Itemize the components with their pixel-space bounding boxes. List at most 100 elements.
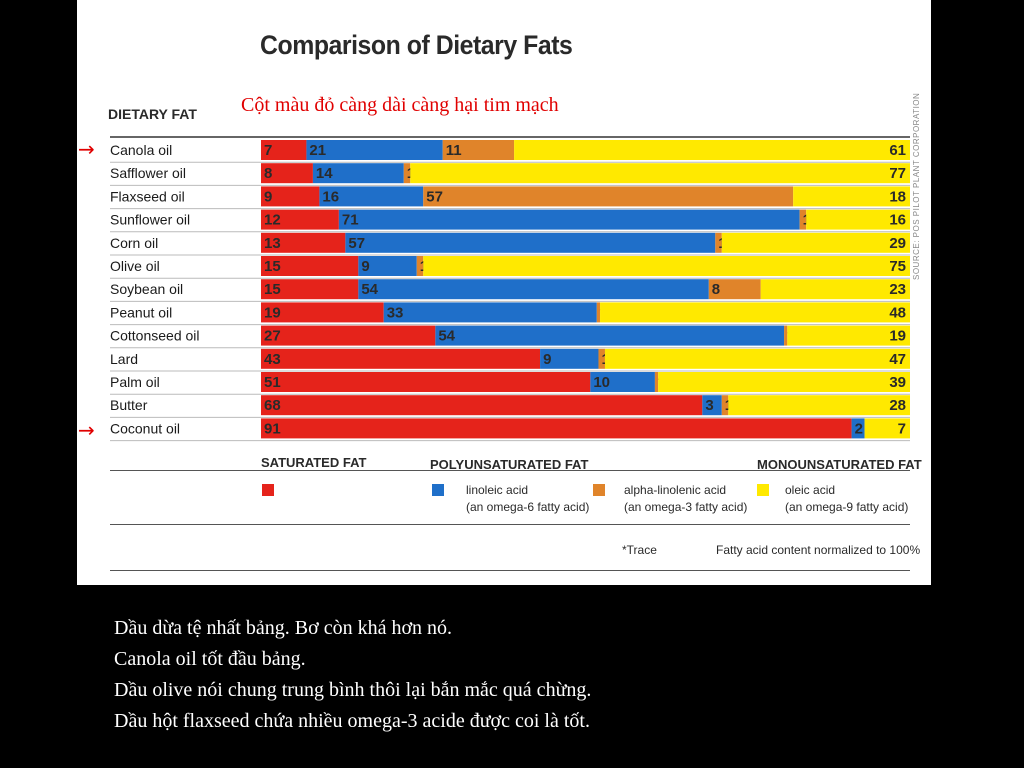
bar-flaxseed-oil-series-0	[261, 186, 320, 207]
category-label-flaxseed-oil: Flaxseed oil	[110, 188, 185, 204]
category-label-canola-oil: Canola oil	[110, 142, 172, 158]
value-label-canola-oil-series-2: 11	[446, 142, 462, 159]
legend-divider-mid	[110, 524, 910, 525]
legend-mono-heading: MONOUNSATURATED FAT	[757, 457, 922, 472]
value-label-sunflower-oil-series-0: 12	[264, 212, 281, 229]
category-label-coconut-oil: Coconut oil	[110, 420, 180, 436]
value-label-lard-series-0: 43	[264, 351, 281, 368]
bar-palm-oil-series-2	[654, 372, 659, 392]
bar-canola-oil-series-0	[261, 140, 307, 160]
bar-safflower-oil-series-0	[261, 163, 313, 184]
bar-soybean-oil-series-1	[358, 279, 709, 300]
bar-butter-series-2	[721, 395, 729, 416]
legend-poly-heading: POLYUNSATURATED FAT	[430, 457, 589, 472]
legend-oleic-swatch	[757, 484, 769, 496]
value-label-lard-series-1: 9	[543, 351, 551, 368]
value-label-cottonseed-oil-series-0: 27	[264, 328, 281, 345]
legend-alpha-note: (an omega-3 fatty acid)	[624, 500, 748, 514]
value-label-palm-oil-series-0: 51	[264, 374, 281, 391]
value-label-coconut-oil-series-0: 91	[264, 420, 281, 437]
bar-soybean-oil-series-0	[261, 279, 359, 300]
value-label-soybean-oil-series-1: 54	[361, 281, 378, 298]
bar-olive-oil-series-2	[416, 256, 424, 276]
value-label-coconut-oil-series-3: 7	[898, 420, 906, 437]
bar-coconut-oil-series-1	[851, 418, 865, 439]
bar-cottonseed-oil-series-1	[435, 325, 785, 346]
value-label-cottonseed-oil-series-3: 19	[889, 328, 906, 345]
bar-coconut-oil-series-3	[864, 418, 910, 439]
category-label-olive-oil: Olive oil	[110, 258, 160, 274]
category-label-safflower-oil: Safflower oil	[110, 165, 186, 181]
source-credit: SOURCE: POS PILOT PLANT CORPORATION	[912, 92, 921, 280]
bar-lard-series-2	[598, 348, 605, 369]
category-label-lard: Lard	[110, 351, 138, 367]
value-label-safflower-oil-series-3: 77	[889, 165, 906, 182]
note-line-4: Dầu hột flaxseed chứa nhiều omega-3 acid…	[114, 710, 590, 732]
bar-peanut-oil-series-0	[261, 302, 384, 323]
note-line-1: Dầu dừa tệ nhất bảng. Bơ còn khá hơn nó.	[114, 617, 453, 639]
bar-palm-oil-series-1	[590, 372, 655, 392]
bar-lard-series-0	[261, 348, 541, 369]
bar-sunflower-oil-series-0	[261, 209, 339, 230]
annotation-text: Cột màu đỏ càng dài càng hại tim mạch	[241, 94, 559, 116]
bar-canola-oil-series-2	[442, 140, 515, 160]
trace-note: *Trace	[622, 543, 657, 557]
value-label-butter-series-1: 3	[705, 397, 713, 414]
legend-alpha-name: alpha-linolenic acid	[624, 483, 727, 497]
value-label-corn-oil-series-1: 57	[348, 235, 365, 252]
value-label-peanut-oil-series-3: 48	[889, 304, 906, 321]
bar-olive-oil-series-3	[423, 256, 910, 276]
normalization-note: Fatty acid content normalized to 100%	[716, 543, 921, 557]
bar-olive-oil-series-1	[358, 256, 417, 276]
bar-soybean-oil-series-2	[708, 279, 761, 300]
bar-cottonseed-oil-series-2	[784, 325, 788, 346]
bar-palm-oil-series-0	[261, 372, 591, 392]
bar-butter-series-0	[261, 395, 703, 416]
value-label-soybean-oil-series-3: 23	[889, 281, 906, 298]
legend-saturated-heading: SATURATED FAT	[261, 455, 367, 470]
arrow-coconut-icon: →	[78, 418, 95, 442]
bar-coconut-oil-series-0	[261, 418, 852, 439]
bar-cottonseed-oil-series-0	[261, 325, 436, 346]
bar-safflower-oil-series-2	[403, 163, 411, 184]
value-label-palm-oil-series-3: 39	[889, 374, 906, 391]
value-label-canola-oil-series-0: 7	[264, 142, 272, 159]
bar-butter-series-3	[728, 395, 910, 416]
value-label-coconut-oil-series-1: 2	[855, 420, 863, 437]
value-label-corn-oil-series-0: 13	[264, 235, 281, 252]
category-label-sunflower-oil: Sunflower oil	[110, 212, 190, 228]
legend-oleic-note: (an omega-9 fatty acid)	[785, 500, 909, 514]
bar-soybean-oil-series-3	[760, 279, 910, 300]
value-label-canola-oil-series-1: 21	[309, 142, 326, 159]
value-label-safflower-oil-series-1: 14	[316, 165, 333, 182]
value-label-peanut-oil-series-1: 33	[387, 304, 404, 321]
category-header: DIETARY FAT	[108, 106, 197, 122]
bar-lard-series-3	[604, 348, 910, 369]
value-label-soybean-oil-series-0: 15	[264, 281, 281, 298]
value-label-flaxseed-oil-series-0: 9	[264, 188, 272, 205]
category-label-corn-oil: Corn oil	[110, 235, 158, 251]
bar-butter-series-1	[702, 395, 722, 416]
value-label-butter-series-3: 28	[889, 397, 906, 414]
value-label-palm-oil-series-1: 10	[593, 374, 610, 391]
bar-safflower-oil-series-3	[410, 163, 910, 184]
value-label-cottonseed-oil-series-1: 54	[438, 328, 455, 345]
value-label-sunflower-oil-series-1: 71	[342, 212, 359, 229]
value-label-olive-oil-series-0: 15	[264, 258, 281, 275]
bar-flaxseed-oil-series-3	[793, 186, 910, 207]
note-line-3: Dầu olive nói chung trung bình thôi lại …	[114, 679, 592, 701]
bar-cottonseed-oil-series-3	[787, 325, 910, 346]
value-label-lard-series-3: 47	[889, 351, 906, 368]
bar-peanut-oil-series-1	[383, 302, 597, 323]
value-label-safflower-oil-series-0: 8	[264, 165, 272, 182]
legend-oleic-label: oleic acid (an omega-9 fatty acid)	[785, 482, 908, 516]
bar-flaxseed-oil-series-1	[319, 186, 424, 207]
bar-sunflower-oil-series-2	[799, 209, 807, 230]
legend-alpha-swatch	[593, 484, 605, 496]
value-label-peanut-oil-series-0: 19	[264, 304, 281, 321]
value-label-soybean-oil-series-2: 8	[712, 281, 720, 298]
bar-lard-series-1	[540, 348, 599, 369]
arrow-canola-icon: →	[78, 137, 95, 161]
bar-corn-oil-series-2	[715, 232, 722, 253]
